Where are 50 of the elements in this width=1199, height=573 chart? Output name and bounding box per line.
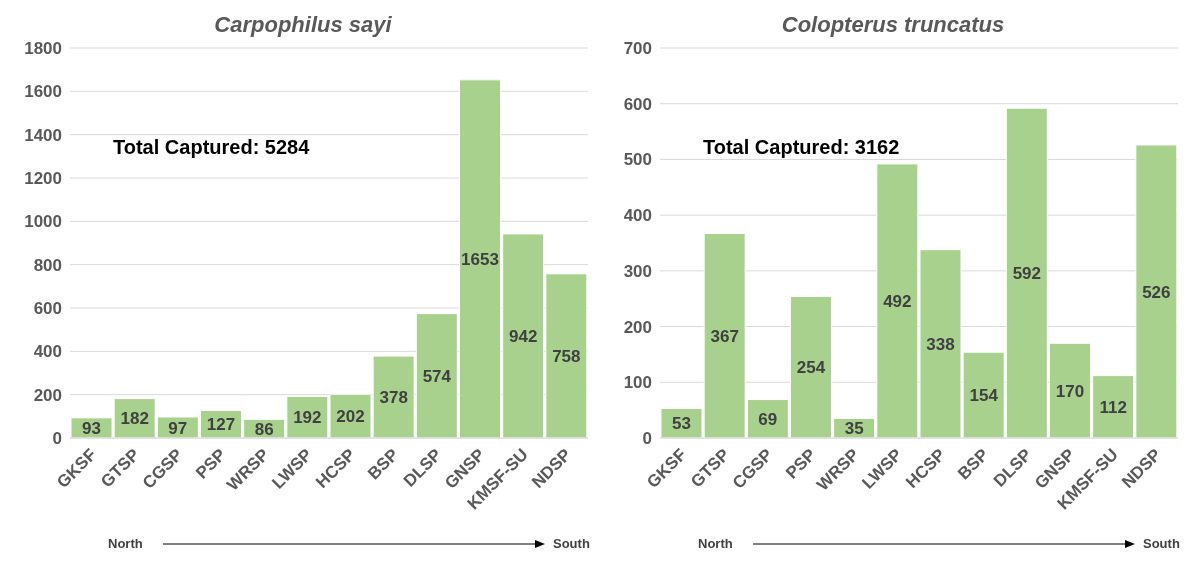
y-tick-label: 200 <box>623 317 652 337</box>
chart-title: Carpophilus sayi <box>213 12 393 38</box>
data-label: 378 <box>379 388 408 408</box>
data-label: 112 <box>1099 397 1127 417</box>
data-label: 202 <box>336 407 365 427</box>
data-label: 170 <box>1055 381 1085 401</box>
data-label: 574 <box>422 366 452 386</box>
data-label: 367 <box>710 326 739 346</box>
annotation: Total Captured: 3162 <box>703 136 900 159</box>
y-tick-label: 400 <box>623 206 652 226</box>
data-label: 127 <box>206 415 236 435</box>
data-label: 53 <box>672 414 691 434</box>
y-tick-label: 700 <box>623 39 652 59</box>
text: South <box>1143 536 1180 551</box>
y-tick-label: 300 <box>623 261 652 281</box>
y-tick-label: 1000 <box>24 212 62 232</box>
text: North <box>108 536 143 551</box>
y-tick-label: 600 <box>623 94 652 114</box>
data-label: 492 <box>883 291 912 311</box>
y-tick-label: 800 <box>33 255 62 275</box>
y-tick-label: 100 <box>623 373 652 393</box>
data-label: 182 <box>120 409 149 429</box>
data-label: 93 <box>82 418 101 438</box>
data-label: 69 <box>758 409 778 429</box>
y-tick-label: 1800 <box>24 39 62 59</box>
y-tick-label: 0 <box>642 429 652 449</box>
y-tick-label: 400 <box>33 342 62 362</box>
data-label: 254 <box>796 358 826 378</box>
data-label: 86 <box>254 419 274 439</box>
y-tick-label: 1400 <box>24 125 62 145</box>
data-label: 526 <box>1142 282 1171 302</box>
data-label: 942 <box>508 326 538 346</box>
data-label: 1653 <box>461 249 499 269</box>
text: North <box>698 536 733 551</box>
data-label: 758 <box>552 346 581 366</box>
data-label: 97 <box>168 418 188 438</box>
y-tick-label: 500 <box>623 150 652 170</box>
data-label: 192 <box>293 408 322 428</box>
y-tick-label: 0 <box>52 429 62 449</box>
y-tick-label: 1200 <box>24 169 62 189</box>
data-label: 35 <box>844 419 864 439</box>
y-tick-label: 600 <box>33 299 62 319</box>
chart-title: Colopterus truncatus <box>780 12 1006 38</box>
data-label: 592 <box>1012 264 1042 284</box>
annotation: Total Captured: 5284 <box>113 136 310 159</box>
data-label: 338 <box>926 334 955 354</box>
text: South <box>553 536 590 551</box>
y-tick-label: 200 <box>33 385 62 405</box>
data-label: 154 <box>969 386 999 406</box>
y-tick-label: 1600 <box>24 82 62 102</box>
